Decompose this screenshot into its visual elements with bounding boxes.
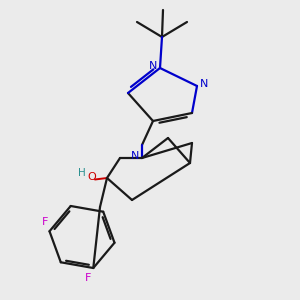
Text: F: F <box>85 273 91 283</box>
Text: N: N <box>149 61 158 70</box>
Text: N: N <box>200 79 208 88</box>
Text: O: O <box>88 172 96 182</box>
Text: N: N <box>131 151 140 161</box>
Text: H: H <box>78 168 86 178</box>
Text: F: F <box>42 217 48 227</box>
